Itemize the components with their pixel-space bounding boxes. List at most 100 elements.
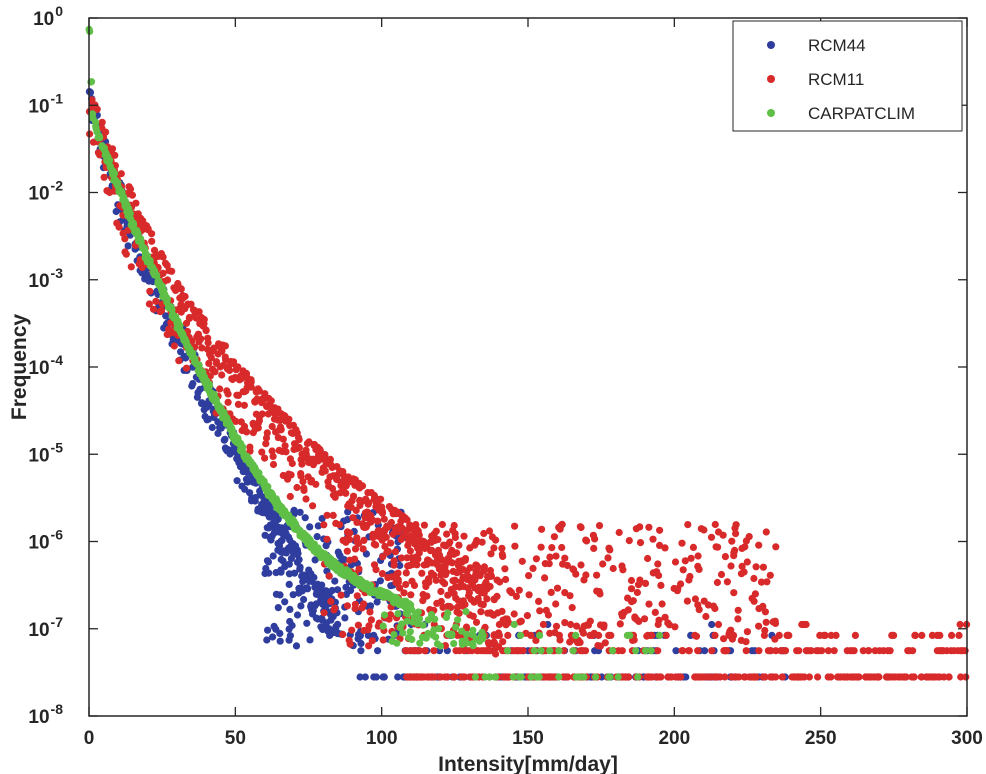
data-point [472, 635, 480, 643]
data-point [454, 616, 462, 624]
data-point [751, 590, 760, 598]
data-point [655, 631, 664, 640]
data-point [265, 569, 273, 577]
data-point [875, 673, 883, 681]
data-point [708, 620, 716, 629]
data-point [742, 647, 750, 655]
data-point [102, 128, 110, 136]
data-point [658, 600, 666, 608]
data-point [327, 462, 335, 470]
data-point [414, 544, 422, 552]
data-point [374, 647, 382, 655]
data-point [702, 612, 710, 621]
data-point [404, 562, 412, 570]
data-point [263, 636, 271, 644]
data-point [619, 566, 627, 574]
data-point [287, 555, 295, 563]
data-point [734, 615, 742, 623]
data-point [579, 647, 587, 655]
data-point [720, 635, 728, 643]
data-point [286, 605, 294, 614]
data-point [623, 673, 631, 681]
data-point [224, 390, 232, 398]
data-point [396, 584, 404, 592]
data-point [620, 608, 629, 616]
data-point [629, 597, 637, 605]
data-point [752, 563, 760, 571]
data-point [404, 541, 412, 550]
data-point [654, 673, 662, 681]
data-point [763, 578, 771, 586]
data-point [427, 610, 436, 619]
data-point [364, 500, 372, 508]
data-point [717, 570, 726, 579]
data-point [730, 549, 738, 557]
data-point [261, 390, 269, 398]
data-point [182, 364, 191, 372]
data-point [240, 401, 248, 409]
data-point [683, 597, 692, 605]
data-point [922, 673, 930, 681]
data-point [200, 315, 208, 324]
data-point [570, 566, 578, 574]
data-point [561, 589, 569, 597]
data-point [728, 537, 736, 545]
data-point [349, 514, 357, 522]
data-point [394, 610, 402, 618]
data-point [510, 522, 519, 530]
data-point [589, 531, 598, 539]
data-point [189, 380, 197, 388]
data-point [879, 647, 888, 655]
data-point [452, 647, 460, 655]
x-tick-label: 50 [225, 728, 246, 749]
data-point [326, 631, 334, 640]
data-point [552, 600, 560, 608]
data-point [761, 608, 770, 616]
data-point [647, 647, 655, 655]
data-point [112, 207, 120, 216]
data-point [700, 597, 708, 605]
data-point [218, 371, 226, 379]
data-point [416, 639, 424, 647]
data-point [292, 642, 301, 650]
data-point [608, 647, 617, 655]
x-tick-label: 300 [951, 728, 983, 749]
data-point [423, 673, 431, 681]
data-point [474, 647, 482, 655]
data-point [755, 541, 763, 549]
data-point [689, 543, 698, 552]
data-point [708, 647, 716, 655]
data-point [261, 454, 269, 462]
data-point [152, 297, 160, 305]
data-point [402, 569, 410, 577]
data-point [450, 590, 458, 598]
data-point [547, 588, 555, 597]
data-point [480, 529, 488, 538]
data-point [466, 544, 474, 552]
data-point [296, 563, 304, 571]
data-point [911, 631, 919, 640]
data-point [269, 633, 277, 641]
data-point [460, 532, 468, 540]
data-point [816, 631, 824, 640]
data-point [530, 647, 538, 655]
data-point [633, 615, 641, 624]
data-point [264, 626, 272, 634]
data-point [592, 673, 600, 681]
data-point [943, 647, 951, 655]
data-point [376, 577, 384, 585]
data-point [655, 571, 663, 580]
data-point [552, 552, 560, 560]
data-point [269, 452, 277, 460]
data-point [824, 647, 833, 655]
data-point [100, 173, 108, 181]
data-point [418, 673, 426, 681]
data-point [473, 536, 481, 545]
data-point [448, 559, 456, 567]
data-point [329, 511, 337, 519]
data-point [293, 611, 302, 619]
data-point [286, 617, 294, 626]
data-point [451, 533, 459, 542]
data-point [265, 513, 273, 521]
data-point [378, 509, 387, 517]
